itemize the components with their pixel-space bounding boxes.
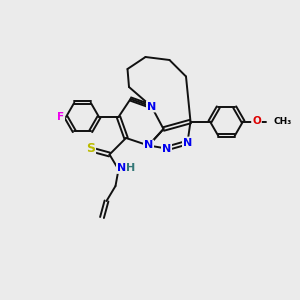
Text: H: H [127, 163, 136, 173]
Text: N: N [147, 101, 156, 112]
Text: N: N [117, 163, 126, 173]
Text: F: F [57, 112, 64, 122]
Text: N: N [144, 140, 153, 151]
Text: O: O [252, 116, 261, 127]
Text: CH₃: CH₃ [274, 117, 292, 126]
Text: N: N [183, 137, 192, 148]
Text: S: S [86, 142, 95, 155]
Text: N: N [162, 143, 171, 154]
